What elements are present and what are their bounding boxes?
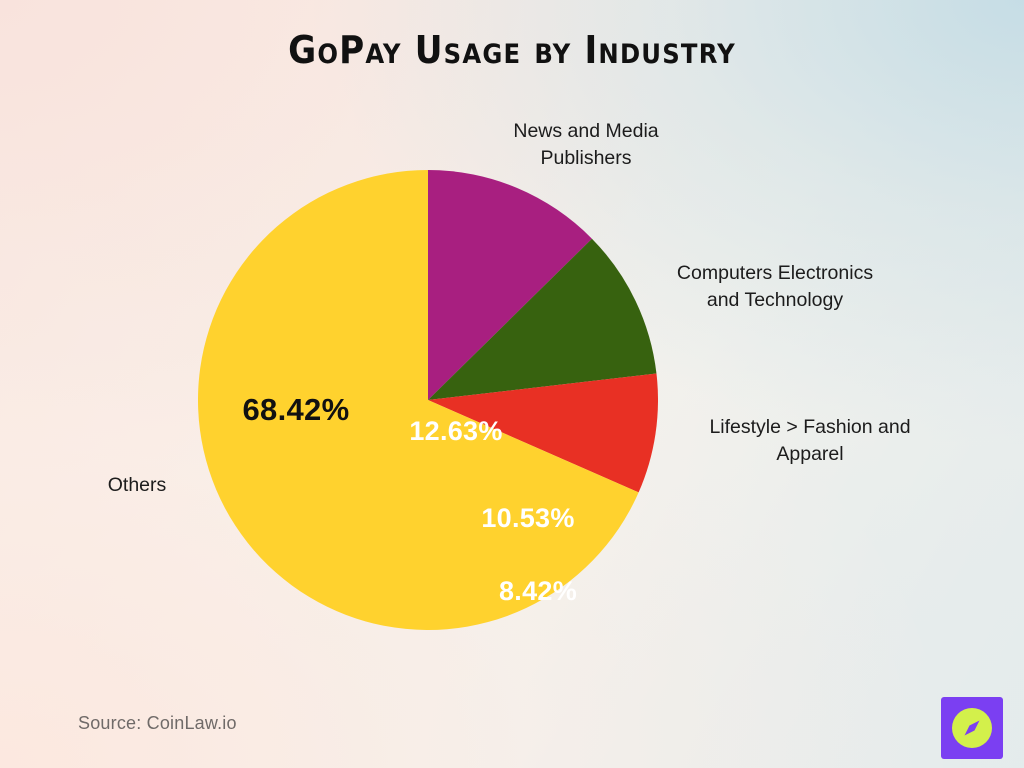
pie-slice-others[interactable] [198,170,639,630]
pie-slice-computers[interactable] [428,238,657,400]
pie-label-lifestyle-fashion-and-apparel: Lifestyle > Fashion and Apparel [709,416,911,465]
pie-label-computers-electronics-and-technology: Computers Electronics and Technology [676,262,874,311]
pie-label-news-and-media-publishers: News and Media Publishers [513,120,659,169]
pie-slice-lifestyle[interactable] [428,373,658,493]
page-title: GoPay Usage by Industry [288,28,736,72]
pie-slice-news[interactable] [428,170,592,400]
compass-needle-icon [964,720,980,736]
pie-value-lifestyle: 8.42% [499,576,577,606]
coinlaw-logo[interactable] [941,697,1003,759]
pie-label-others: Others [107,474,167,496]
pie-value-news: 12.63% [409,416,502,446]
pie-value-computers: 10.53% [481,503,574,533]
source-attribution: Source: CoinLaw.io [78,713,237,733]
pie-chart-svg: 12.63% 10.53% 8.42% 68.42% [198,170,658,630]
pie-chart: 12.63% 10.53% 8.42% 68.42% [198,170,658,630]
pie-value-others: 68.42% [243,392,350,427]
